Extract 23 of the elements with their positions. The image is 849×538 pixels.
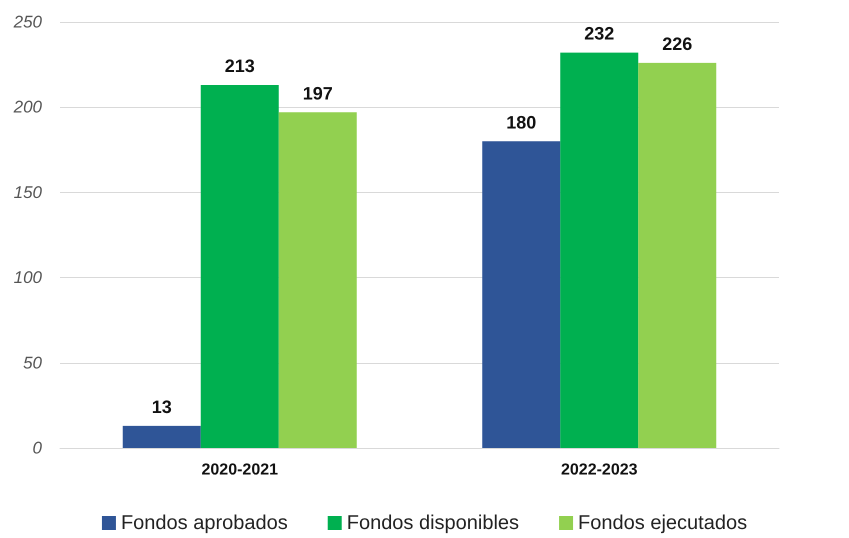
data-label: 213 bbox=[224, 56, 255, 76]
y-tick-label: 0 bbox=[32, 438, 43, 458]
bar bbox=[638, 62, 716, 448]
bar bbox=[482, 141, 560, 448]
y-tick-label: 100 bbox=[14, 268, 43, 288]
bar bbox=[122, 426, 201, 448]
x-tick-label: 2022-2023 bbox=[560, 462, 638, 478]
bar bbox=[278, 112, 357, 448]
y-tick-label: 250 bbox=[12, 12, 43, 32]
data-label: 13 bbox=[152, 396, 172, 417]
data-label: 232 bbox=[584, 24, 614, 44]
bar bbox=[200, 85, 279, 448]
x-tick-label: 2020-2021 bbox=[201, 462, 278, 478]
data-label: 226 bbox=[662, 34, 692, 54]
bar bbox=[560, 52, 638, 448]
y-tick-label: 200 bbox=[12, 98, 43, 117]
legend-label: Fondos ejecutados bbox=[578, 512, 748, 534]
y-tick-label: 150 bbox=[14, 182, 43, 202]
y-tick-label: 50 bbox=[23, 353, 43, 372]
legend-label: Fondos aprobados bbox=[120, 512, 288, 534]
legend-label: Fondos disponibles bbox=[346, 512, 520, 534]
data-label: 180 bbox=[506, 112, 536, 132]
data-label: 197 bbox=[302, 83, 333, 104]
